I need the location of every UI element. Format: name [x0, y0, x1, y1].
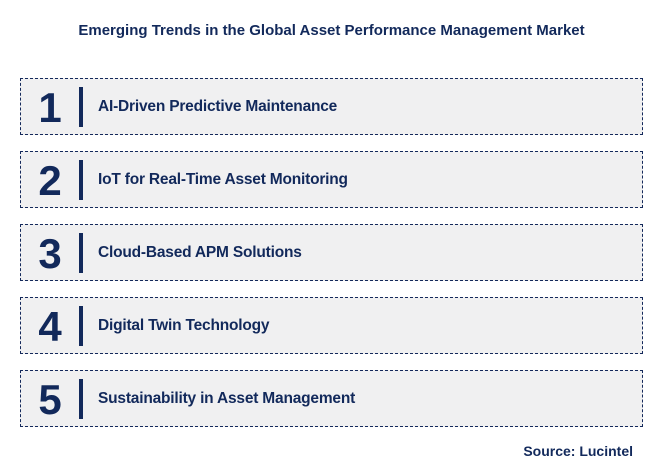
trend-list: 1 AI-Driven Predictive Maintenance 2 IoT…: [20, 78, 643, 427]
trend-number: 5: [38, 375, 62, 423]
trend-label: Cloud-Based APM Solutions: [98, 243, 302, 261]
vertical-divider: [79, 378, 83, 419]
trend-item-5: 5 Sustainability in Asset Management: [20, 370, 643, 427]
trend-item-3: 3 Cloud-Based APM Solutions: [20, 224, 643, 281]
trend-number: 1: [38, 83, 62, 131]
vertical-divider: [79, 305, 83, 346]
trend-number: 2: [38, 156, 62, 204]
trend-number: 3: [38, 229, 62, 277]
source-attribution: Source: Lucintel: [523, 443, 633, 459]
vertical-divider: [79, 159, 83, 200]
vertical-divider: [79, 232, 83, 273]
trend-label: Sustainability in Asset Management: [98, 389, 356, 407]
trend-label: Digital Twin Technology: [98, 316, 270, 334]
trend-item-2: 2 IoT for Real-Time Asset Monitoring: [20, 151, 643, 208]
trend-label: IoT for Real-Time Asset Monitoring: [98, 170, 348, 188]
vertical-divider: [79, 86, 83, 127]
trend-label: AI-Driven Predictive Maintenance: [98, 97, 338, 115]
trend-item-1: 1 AI-Driven Predictive Maintenance: [20, 78, 643, 135]
trend-item-4: 4 Digital Twin Technology: [20, 297, 643, 354]
trend-number: 4: [38, 302, 62, 350]
page-title: Emerging Trends in the Global Asset Perf…: [78, 22, 585, 39]
